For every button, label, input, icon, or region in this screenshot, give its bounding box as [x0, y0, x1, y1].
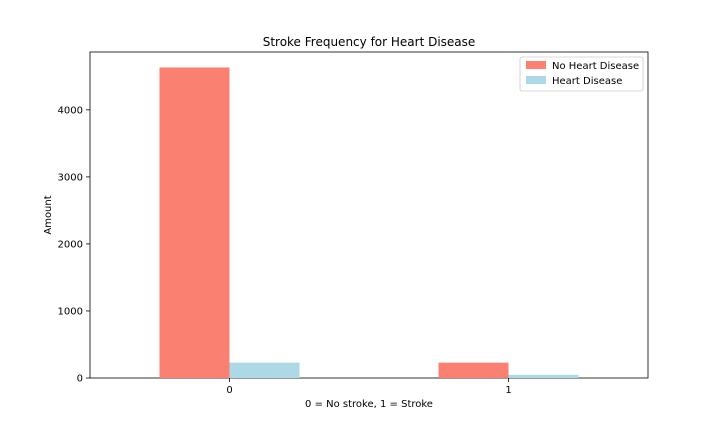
bars-group [159, 67, 579, 378]
x-tick-label-0: 0 [226, 385, 232, 396]
bar-heart-disease-1 [508, 374, 579, 378]
legend-swatch-heart-disease [526, 76, 546, 84]
x-tick-label-1: 1 [505, 385, 511, 396]
bar-no-heart-disease-1 [438, 362, 509, 378]
y-tick-label-4000: 4000 [58, 105, 83, 116]
legend: No Heart Disease Heart Disease [519, 56, 644, 92]
legend-label-heart-disease: Heart Disease [552, 76, 622, 87]
x-axis-label: 0 = No stroke, 1 = Stroke [305, 399, 433, 410]
y-tick-label-3000: 3000 [58, 172, 83, 183]
bar-heart-disease-0 [229, 362, 300, 378]
legend-frame [519, 56, 644, 92]
y-tick-label-0: 0 [77, 374, 83, 385]
y-axis-ticks: 0 1000 2000 3000 4000 [58, 105, 90, 385]
legend-swatch-no-heart-disease [526, 61, 546, 69]
y-axis-label: Amount [43, 195, 54, 234]
chart-title: Stroke Frequency for Heart Disease [263, 35, 476, 49]
y-tick-label-1000: 1000 [58, 306, 83, 317]
bar-no-heart-disease-0 [159, 67, 230, 378]
legend-label-no-heart-disease: No Heart Disease [552, 61, 639, 72]
y-tick-label-2000: 2000 [58, 239, 83, 250]
